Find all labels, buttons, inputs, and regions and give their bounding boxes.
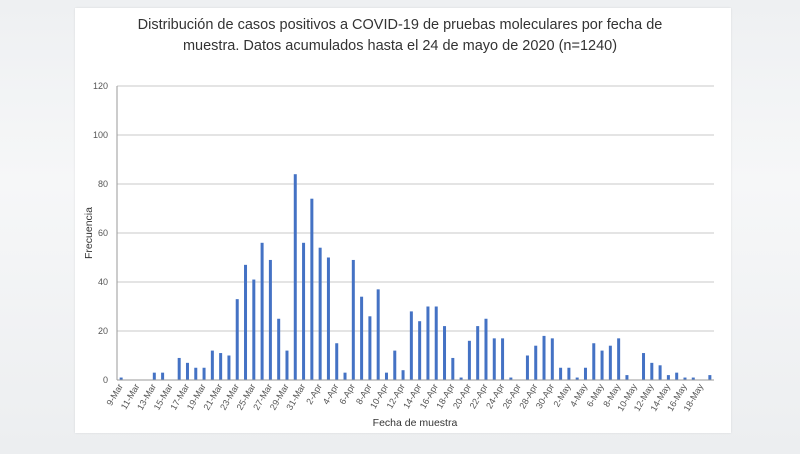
y-tick-label: 120 xyxy=(93,81,108,91)
bar xyxy=(418,321,422,380)
x-axis-title: Fecha de muestra xyxy=(373,417,458,429)
bar xyxy=(625,375,629,380)
bar xyxy=(550,338,554,380)
chart-title-line-2: muestra. Datos acumulados hasta el 24 de… xyxy=(182,38,618,54)
bar xyxy=(658,365,662,380)
y-tick-label: 100 xyxy=(93,130,108,140)
bar xyxy=(260,242,264,380)
bar xyxy=(592,343,596,380)
bar xyxy=(318,247,322,380)
bar xyxy=(219,353,223,380)
bar xyxy=(277,318,281,380)
y-tick-label: 20 xyxy=(98,326,108,336)
bar xyxy=(501,338,505,380)
y-tick-label: 40 xyxy=(98,277,108,287)
chart-title: Distribución de casos positivos a COVID-… xyxy=(0,15,800,57)
bar xyxy=(244,264,248,380)
bar xyxy=(443,326,447,380)
y-tick-label: 60 xyxy=(98,228,108,238)
bar xyxy=(426,306,430,380)
bar xyxy=(360,296,364,380)
bar xyxy=(409,311,413,380)
bar xyxy=(534,345,538,380)
bar xyxy=(393,350,397,380)
bar xyxy=(683,377,687,380)
bar xyxy=(567,367,571,380)
bar xyxy=(235,299,239,380)
bar xyxy=(459,377,463,380)
bar xyxy=(608,345,612,380)
bar xyxy=(650,362,654,380)
bar xyxy=(666,375,670,380)
bar xyxy=(152,372,156,380)
y-tick-label: 80 xyxy=(98,179,108,189)
bar xyxy=(326,257,330,380)
bar xyxy=(575,377,579,380)
bars xyxy=(119,174,712,380)
bar xyxy=(542,335,546,380)
bar xyxy=(343,372,347,380)
chart-title-line-1: Distribución de casos positivos a COVID-… xyxy=(137,17,663,33)
bar xyxy=(161,372,165,380)
bar xyxy=(401,370,405,380)
x-tick-labels: 9-Mar11-Mar13-Mar15-Mar17-Mar19-Mar21-Ma… xyxy=(104,382,705,413)
bar xyxy=(227,355,231,380)
bar xyxy=(268,259,272,380)
grid-lines xyxy=(117,85,714,332)
bar xyxy=(185,362,189,380)
y-axis-title: Frecuencia xyxy=(83,207,95,259)
bar xyxy=(293,174,297,380)
bar xyxy=(285,350,289,380)
bar xyxy=(194,367,198,380)
bar xyxy=(509,377,513,380)
bar xyxy=(177,357,181,380)
bar xyxy=(302,242,306,380)
y-tick-labels: 0 20 40 60 80 100 120 xyxy=(93,81,108,385)
bar xyxy=(451,357,455,380)
bar xyxy=(476,326,480,380)
bar xyxy=(708,375,712,380)
chart-frame xyxy=(75,8,731,433)
bar xyxy=(119,377,123,380)
bar xyxy=(310,198,314,380)
bar xyxy=(202,367,206,380)
bar xyxy=(210,350,214,380)
bar xyxy=(484,318,488,380)
bar xyxy=(376,289,380,380)
bar xyxy=(559,367,563,380)
bar xyxy=(642,353,646,380)
x-tick-label: 4-Apr xyxy=(321,382,341,406)
bar xyxy=(675,372,679,380)
bar xyxy=(434,306,438,380)
bar xyxy=(691,377,695,380)
bar xyxy=(351,259,355,380)
bar xyxy=(583,367,587,380)
bar xyxy=(467,340,471,380)
y-tick-label: 0 xyxy=(103,375,108,385)
bar xyxy=(368,316,372,380)
bar xyxy=(384,372,388,380)
bar xyxy=(492,338,496,380)
x-tick-label: 2-Apr xyxy=(304,382,324,406)
bar xyxy=(252,279,256,380)
bar xyxy=(335,343,339,380)
bar xyxy=(617,338,621,380)
bar xyxy=(600,350,604,380)
x-tick-label: 6-Apr xyxy=(337,382,357,406)
bar xyxy=(525,355,529,380)
